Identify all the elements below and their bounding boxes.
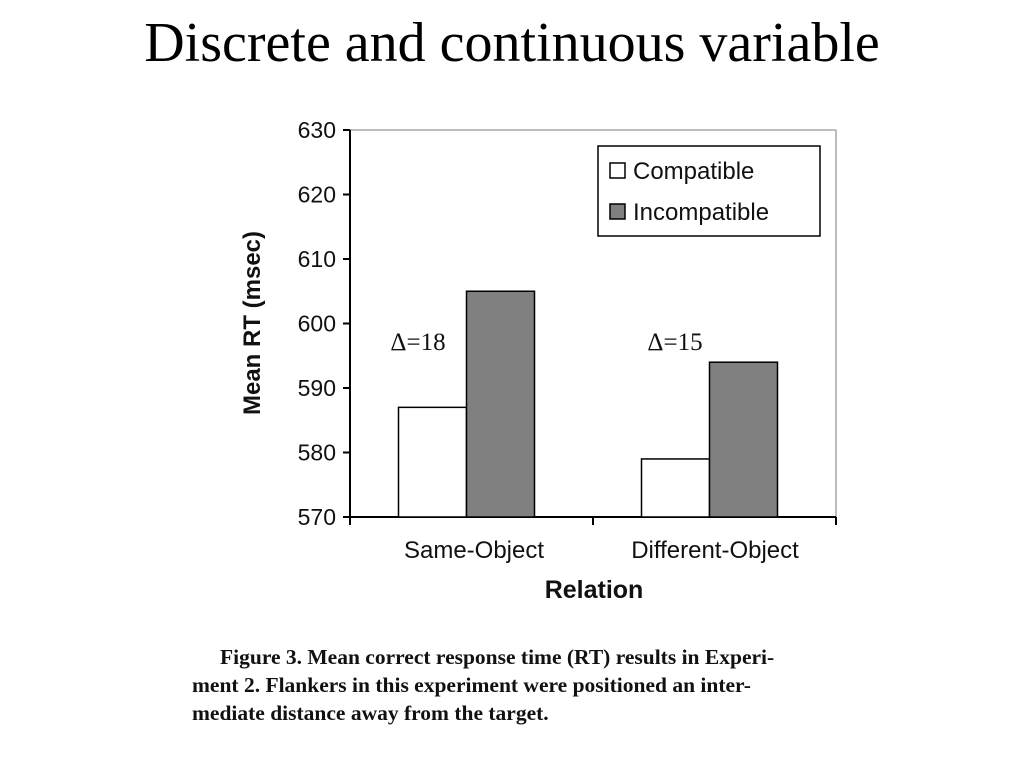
legend-swatch-incompatible [609,203,626,220]
legend-label-compatible: Compatible [633,158,754,185]
y-tick-label: 620 [298,182,336,208]
delta-annotation-same-object: Δ=18 [390,329,445,356]
bars [397,290,779,518]
bar-incompatible-same-object [465,290,536,518]
caption-line: mediate distance away from the target. [192,701,549,725]
y-axis-label: Mean RT (msec) [239,231,266,415]
caption-line: Figure 3. Mean correct response time (RT… [220,645,775,669]
legend-box [597,145,821,237]
bar-compatible-same-object [397,406,468,518]
figure-caption: Figure 3. Mean correct response time (RT… [192,643,909,727]
y-tick-label: 580 [298,440,336,466]
y-tick-label: 630 [298,117,336,143]
x-ticks [349,517,837,525]
caption-line: ment 2. Flankers in this experiment were… [192,673,751,697]
y-tick-label: 570 [298,504,336,530]
legend-swatch-compatible [609,162,626,179]
y-tick-label: 590 [298,375,336,401]
delta-annotation-different-object: Δ=15 [647,329,702,356]
bar-incompatible-different-object [708,361,779,518]
bar-compatible-different-object [640,458,711,518]
legend-label-incompatible: Incompatible [633,199,769,226]
y-tick-label: 600 [298,311,336,337]
y-ticks: 570 580 590 600 610 620 630 [298,117,350,530]
x-category-label-same-object: Same-Object [404,537,544,564]
x-axis-label: Relation [545,576,644,604]
legend: Compatible Incompatible [597,145,821,237]
y-tick-label: 610 [298,246,336,272]
x-category-label-different-object: Different-Object [631,537,799,564]
slide-title: Discrete and continuous variable [144,12,880,74]
